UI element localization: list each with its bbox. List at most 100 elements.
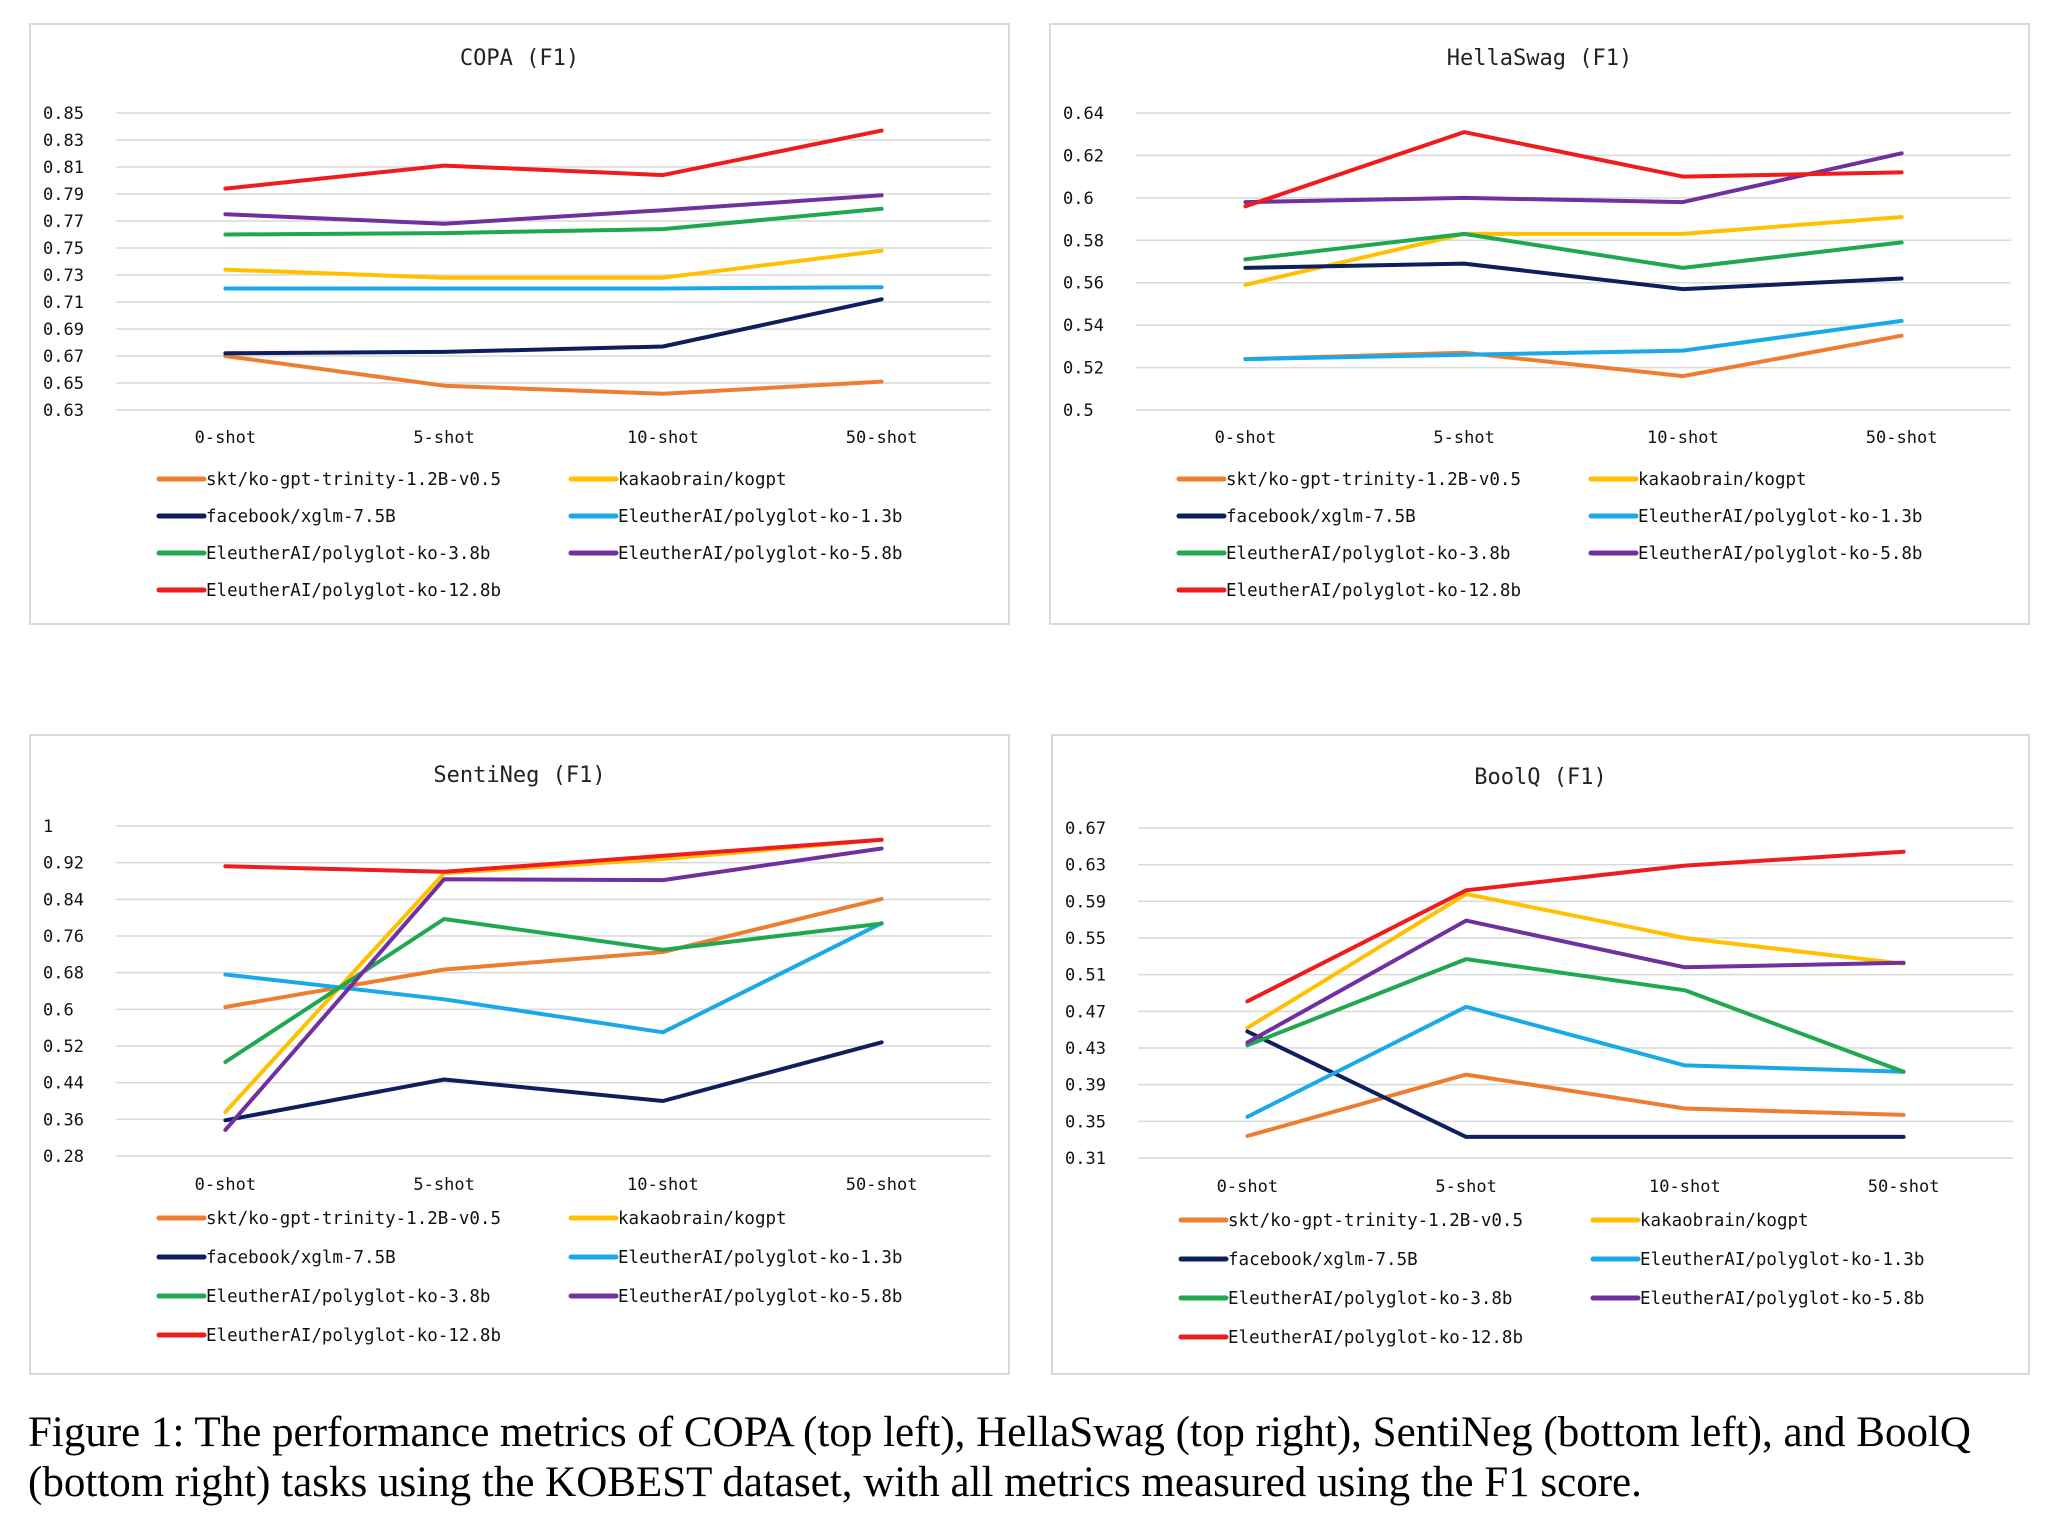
y-tick-label: 0.67 — [1065, 819, 1106, 839]
y-tick-label: 0.6 — [43, 1000, 74, 1020]
x-tick-label: 5-shot — [413, 428, 474, 448]
y-tick-label: 0.58 — [1063, 231, 1104, 251]
legend-label: facebook/xglm-7.5B — [1228, 1250, 1418, 1270]
legend-label: EleutherAI/polyglot-ko-5.8b — [618, 544, 902, 564]
y-tick-label: 0.62 — [1063, 146, 1104, 166]
y-tick-label: 0.44 — [43, 1074, 84, 1094]
series-line — [223, 1040, 884, 1123]
x-tick-label: 0-shot — [1215, 428, 1276, 448]
x-tick-label: 10-shot — [627, 1175, 699, 1195]
legend-label: skt/ko-gpt-trinity-1.2B-v0.5 — [1226, 470, 1521, 490]
series-line — [223, 297, 884, 356]
series-line — [223, 921, 884, 1035]
legend-label: kakaobrain/kogpt — [618, 470, 787, 490]
series-line — [1245, 892, 1906, 1030]
legend-label: facebook/xglm-7.5B — [1226, 507, 1416, 527]
y-tick-label: 0.52 — [43, 1037, 84, 1057]
series-line — [223, 206, 884, 237]
legend-label: skt/ko-gpt-trinity-1.2B-v0.5 — [1228, 1211, 1523, 1231]
y-tick-label: 0.79 — [43, 185, 84, 205]
y-tick-label: 0.28 — [43, 1147, 84, 1167]
y-tick-label: 0.64 — [1063, 104, 1104, 124]
y-tick-label: 0.83 — [43, 131, 84, 151]
x-tick-label: 0-shot — [195, 428, 256, 448]
series-line — [223, 896, 884, 1009]
y-tick-label: 0.36 — [43, 1110, 84, 1130]
legend-label: EleutherAI/polyglot-ko-12.8b — [1226, 581, 1521, 601]
x-tick-label: 50-shot — [846, 1175, 918, 1195]
y-tick-label: 0.85 — [43, 104, 84, 124]
y-tick-label: 0.35 — [1065, 1112, 1106, 1132]
x-tick-label: 50-shot — [1868, 1177, 1940, 1197]
legend-label: kakaobrain/kogpt — [618, 1209, 787, 1229]
chart-copa: COPA (F1) 0.85 0.83 0.81 0.79 0.77 0.75 0.73 0.7… — [43, 46, 991, 601]
y-tick-label: 0.71 — [43, 293, 84, 313]
legend-label: EleutherAI/polyglot-ko-3.8b — [206, 544, 490, 564]
series-line — [1245, 957, 1906, 1074]
legend-label: EleutherAI/polyglot-ko-1.3b — [1638, 507, 1922, 527]
legend-label: EleutherAI/polyglot-ko-12.8b — [206, 581, 501, 601]
x-tick-label: 50-shot — [1866, 428, 1938, 448]
legend-label: EleutherAI/polyglot-ko-5.8b — [618, 1287, 902, 1307]
y-tick-label: 0.92 — [43, 854, 84, 874]
y-tick-label: 0.52 — [1063, 359, 1104, 379]
legend-label: EleutherAI/polyglot-ko-1.3b — [618, 1248, 902, 1268]
series-line — [1245, 1004, 1906, 1119]
y-tick-label: 0.76 — [43, 927, 84, 947]
y-tick-label: 0.65 — [43, 374, 84, 394]
x-tick-label: 10-shot — [627, 428, 699, 448]
chart-panel-boolq: BoolQ (F1) 0.67 0.63 0.59 0.55 0.51 0.47 0.43 0.… — [1051, 734, 2030, 1375]
y-tick-label: 0.67 — [43, 347, 84, 367]
chart-panel-copa: COPA (F1) 0.85 0.83 0.81 0.79 0.77 0.75 0.73 0.7… — [29, 23, 1010, 625]
series-line — [223, 285, 884, 291]
legend-label: EleutherAI/polyglot-ko-12.8b — [1228, 1328, 1523, 1348]
y-tick-label: 0.43 — [1065, 1039, 1106, 1059]
y-tick-label: 0.63 — [43, 401, 84, 421]
series-line — [1243, 215, 1904, 287]
series-line — [223, 193, 884, 226]
series-line — [1243, 130, 1904, 209]
legend-label: EleutherAI/polyglot-ko-1.3b — [618, 507, 902, 527]
legend-label: EleutherAI/polyglot-ko-5.8b — [1638, 544, 1922, 564]
series-line — [1243, 151, 1904, 205]
legend-label: EleutherAI/polyglot-ko-1.3b — [1640, 1250, 1924, 1270]
chart-sentineg: SentiNeg (F1) 1 0.92 0.84 0.76 0.68 0.6 0.52 0.4… — [43, 763, 991, 1346]
y-tick-label: 0.73 — [43, 266, 84, 286]
x-tick-label: 10-shot — [1647, 428, 1719, 448]
chart-title: HellaSwag (F1) — [1447, 46, 1632, 71]
series-line — [1245, 1029, 1906, 1139]
chart-panel-sentineg: SentiNeg (F1) 1 0.92 0.84 0.76 0.68 0.6 0.52 0.4… — [29, 734, 1010, 1375]
y-tick-label: 0.75 — [43, 239, 84, 259]
series-line — [223, 128, 884, 191]
legend-label: EleutherAI/polyglot-ko-5.8b — [1640, 1289, 1924, 1309]
y-tick-label: 0.69 — [43, 320, 84, 340]
legend-label: EleutherAI/polyglot-ko-12.8b — [206, 1326, 501, 1346]
chart-title: BoolQ (F1) — [1474, 765, 1606, 790]
legend-label: skt/ko-gpt-trinity-1.2B-v0.5 — [206, 470, 501, 490]
series-line — [1243, 318, 1904, 362]
legend-label: EleutherAI/polyglot-ko-3.8b — [206, 1287, 490, 1307]
series-line — [223, 248, 884, 280]
series-line — [223, 354, 884, 396]
y-tick-label: 0.81 — [43, 158, 84, 178]
x-tick-label: 0-shot — [195, 1175, 256, 1195]
y-tick-label: 0.51 — [1065, 966, 1106, 986]
series-line — [223, 846, 884, 1132]
chart-title: SentiNeg (F1) — [433, 763, 605, 788]
legend-label: EleutherAI/polyglot-ko-3.8b — [1228, 1289, 1512, 1309]
y-tick-label: 0.31 — [1065, 1149, 1106, 1169]
series-line — [1243, 231, 1904, 270]
series-line — [223, 917, 884, 1064]
legend-label: EleutherAI/polyglot-ko-3.8b — [1226, 544, 1510, 564]
y-tick-label: 0.5 — [1063, 401, 1094, 421]
chart-panel-hellaswag: HellaSwag (F1) 0.64 0.62 0.6 0.58 0.56 0.54 0.5… — [1049, 23, 2030, 625]
y-tick-label: 0.54 — [1063, 316, 1104, 336]
y-tick-label: 0.39 — [1065, 1076, 1106, 1096]
series-line — [1245, 849, 1906, 1004]
chart-hellaswag: HellaSwag (F1) 0.64 0.62 0.6 0.58 0.56 0.54 0.5… — [1063, 46, 2011, 601]
y-tick-label: 0.77 — [43, 212, 84, 232]
y-tick-label: 0.63 — [1065, 856, 1106, 876]
chart-title: COPA (F1) — [460, 46, 579, 71]
series-line — [1245, 918, 1906, 1045]
legend-label: kakaobrain/kogpt — [1640, 1211, 1809, 1231]
